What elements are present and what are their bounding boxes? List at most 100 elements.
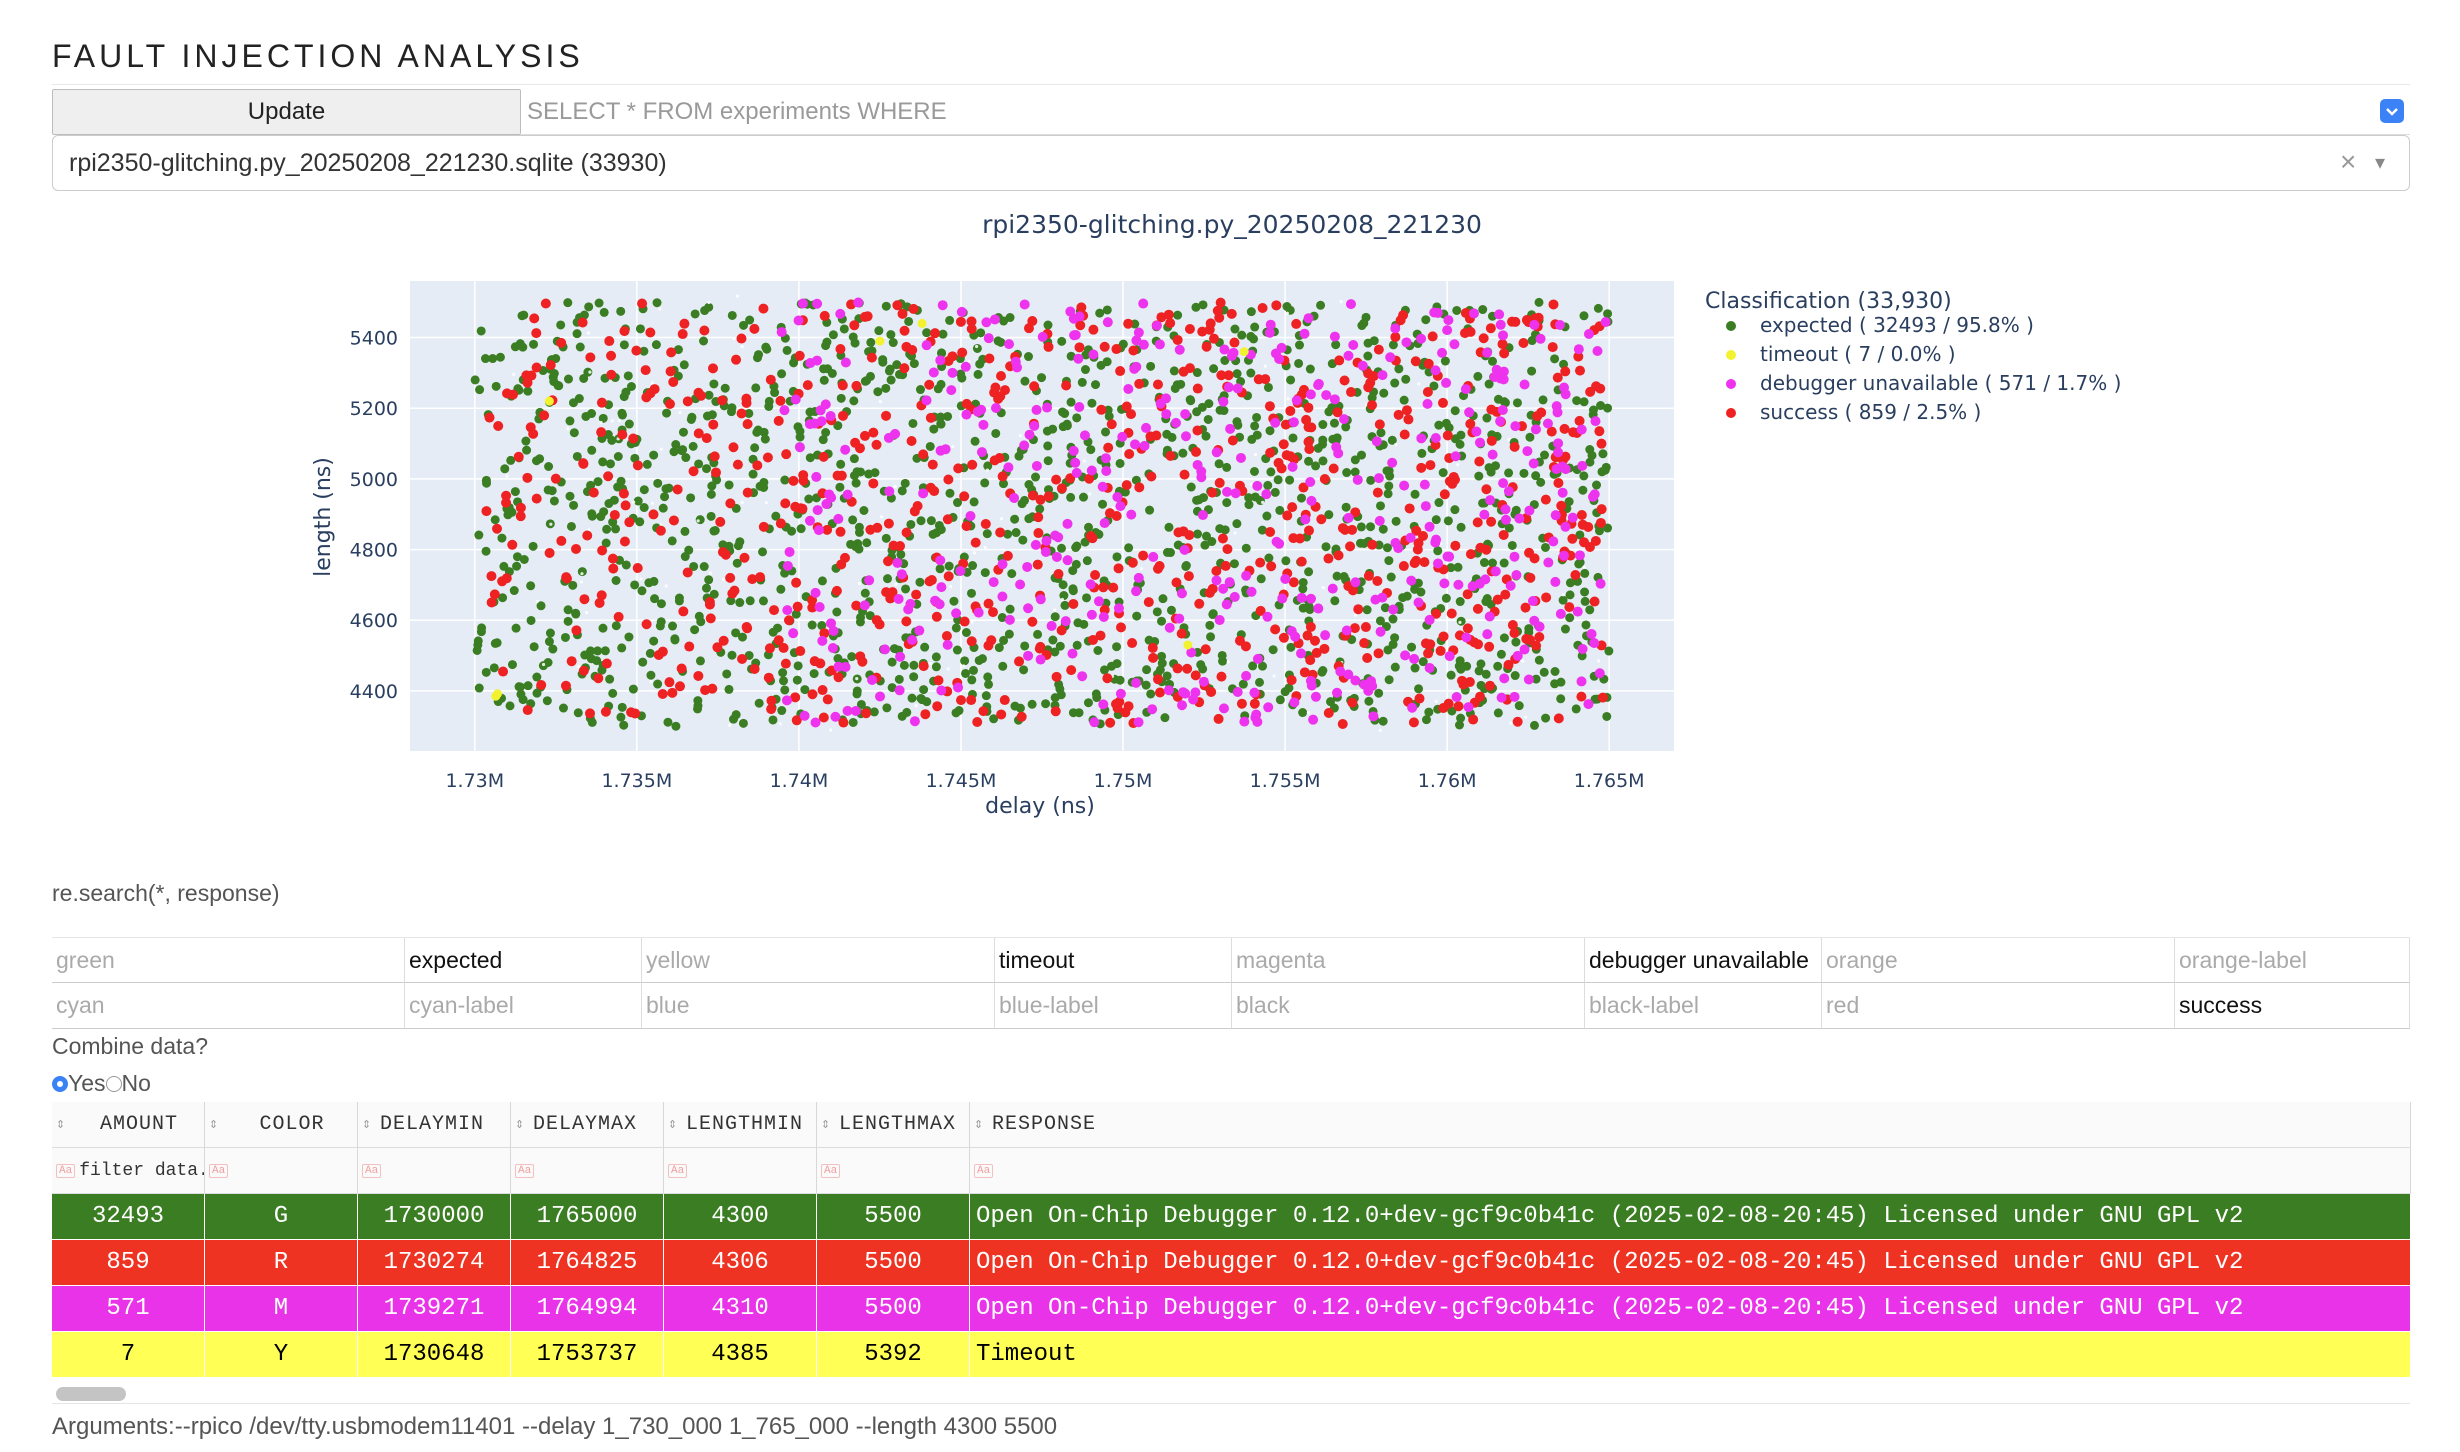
table-cell[interactable]: 1739271 xyxy=(358,1286,511,1332)
case-toggle-icon[interactable]: Aa xyxy=(821,1163,841,1178)
color-label-input[interactable]: timeout xyxy=(995,937,1232,983)
column-header-lengthmax[interactable]: ⇕ LENGTHMAX xyxy=(817,1102,970,1148)
color-label-input[interactable]: debugger unavailable xyxy=(1585,937,1822,983)
point-expected xyxy=(1304,456,1314,466)
color-input[interactable]: black xyxy=(1232,983,1585,1029)
table-cell[interactable]: 1753737 xyxy=(511,1332,664,1378)
point-debugger-unavailable xyxy=(1439,578,1450,589)
horizontal-scrollbar[interactable] xyxy=(52,1382,2410,1404)
case-toggle-icon[interactable]: Aa xyxy=(974,1163,994,1178)
table-cell[interactable]: 5500 xyxy=(817,1194,970,1240)
table-cell[interactable]: Open On-Chip Debugger 0.12.0+dev-gcf9c0b… xyxy=(970,1194,2411,1240)
case-toggle-icon[interactable]: Aa xyxy=(56,1163,76,1178)
point-success xyxy=(930,328,941,339)
case-toggle-icon[interactable]: Aa xyxy=(515,1163,535,1178)
color-input[interactable]: cyan xyxy=(52,983,405,1029)
scrollbar-thumb[interactable] xyxy=(56,1387,126,1401)
column-header-delaymin[interactable]: ⇕ DELAYMIN xyxy=(358,1102,511,1148)
legend-marker[interactable] xyxy=(1726,350,1736,360)
radio-no-label[interactable]: No xyxy=(121,1070,151,1096)
column-header-color[interactable]: ⇕ COLOR xyxy=(205,1102,358,1148)
legend-marker[interactable] xyxy=(1726,321,1736,331)
radio-yes[interactable] xyxy=(52,1075,68,1092)
case-toggle-icon[interactable]: Aa xyxy=(362,1163,382,1178)
color-input[interactable]: black-label xyxy=(1585,983,1822,1029)
column-header-delaymax[interactable]: ⇕ DELAYMAX xyxy=(511,1102,664,1148)
column-header-amount[interactable]: ⇕ AMOUNT xyxy=(52,1102,205,1148)
point-expected xyxy=(792,675,802,685)
point-debugger-unavailable xyxy=(1098,611,1109,622)
column-filter-input[interactable]: Aa xyxy=(970,1148,2411,1194)
color-input[interactable]: orange xyxy=(1822,937,2175,983)
legend-entry[interactable]: success ( 859 / 2.5% ) xyxy=(1760,400,1981,424)
update-button[interactable]: Update xyxy=(52,89,521,135)
table-cell[interactable]: 5500 xyxy=(817,1240,970,1286)
chevron-down-icon[interactable]: ▾ xyxy=(2375,152,2386,174)
table-cell[interactable]: 1730274 xyxy=(358,1240,511,1286)
table-cell[interactable]: 5392 xyxy=(817,1332,970,1378)
sort-icon[interactable]: ⇕ xyxy=(515,1115,526,1133)
point-success xyxy=(1229,337,1240,348)
scatter-plot[interactable]: rpi2350-glitching.py_20250208_221230 1.7… xyxy=(0,195,2460,855)
table-cell[interactable]: 4385 xyxy=(664,1332,817,1378)
sort-icon[interactable]: ⇕ xyxy=(56,1115,67,1133)
legend-marker[interactable] xyxy=(1726,379,1736,389)
legend-marker[interactable] xyxy=(1726,408,1736,418)
table-cell[interactable]: 1764994 xyxy=(511,1286,664,1332)
clear-icon[interactable]: × xyxy=(2340,146,2357,177)
table-cell[interactable]: 32493 xyxy=(52,1194,205,1240)
case-toggle-icon[interactable]: Aa xyxy=(668,1163,688,1178)
table-cell[interactable]: 859 xyxy=(52,1240,205,1286)
table-cell[interactable]: G xyxy=(205,1194,358,1240)
sort-icon[interactable]: ⇕ xyxy=(821,1115,832,1133)
sort-icon[interactable]: ⇕ xyxy=(209,1115,220,1133)
color-input[interactable]: green xyxy=(52,937,405,983)
column-header-lengthmin[interactable]: ⇕ LENGTHMIN xyxy=(664,1102,817,1148)
radio-yes-label[interactable]: Yes xyxy=(68,1070,106,1096)
color-input[interactable]: orange-label xyxy=(2175,937,2410,983)
legend[interactable]: Classification (33,930)expected ( 32493 … xyxy=(1705,289,2121,424)
sort-icon[interactable]: ⇕ xyxy=(362,1115,373,1133)
color-input[interactable]: yellow xyxy=(642,937,995,983)
column-filter-input[interactable]: Aa xyxy=(511,1148,664,1194)
table-cell[interactable]: 5500 xyxy=(817,1286,970,1332)
color-input[interactable]: blue xyxy=(642,983,995,1029)
table-cell[interactable]: 4306 xyxy=(664,1240,817,1286)
table-cell[interactable]: 4310 xyxy=(664,1286,817,1332)
table-cell[interactable]: 7 xyxy=(52,1332,205,1378)
legend-entry[interactable]: debugger unavailable ( 571 / 1.7% ) xyxy=(1760,371,2121,395)
table-cell[interactable]: 1730000 xyxy=(358,1194,511,1240)
legend-entry[interactable]: timeout ( 7 / 0.0% ) xyxy=(1760,342,1956,366)
column-header-response[interactable]: ⇕ RESPONSE xyxy=(970,1102,2411,1148)
sort-icon[interactable]: ⇕ xyxy=(668,1115,679,1133)
table-cell[interactable]: Y xyxy=(205,1332,358,1378)
table-cell[interactable]: 1765000 xyxy=(511,1194,664,1240)
table-cell[interactable]: M xyxy=(205,1286,358,1332)
table-cell[interactable]: Open On-Chip Debugger 0.12.0+dev-gcf9c0b… xyxy=(970,1286,2411,1332)
color-input[interactable]: red xyxy=(1822,983,2175,1029)
table-cell[interactable]: 4300 xyxy=(664,1194,817,1240)
chevron-down-icon[interactable] xyxy=(2380,99,2404,123)
column-filter-input[interactable]: Aa xyxy=(817,1148,970,1194)
radio-no[interactable] xyxy=(105,1075,122,1092)
table-cell[interactable]: 571 xyxy=(52,1286,205,1332)
color-label-input[interactable]: expected xyxy=(405,937,642,983)
table-cell[interactable]: 1730648 xyxy=(358,1332,511,1378)
sort-icon[interactable]: ⇕ xyxy=(974,1115,985,1133)
color-input[interactable]: blue-label xyxy=(995,983,1232,1029)
column-filter-input[interactable]: Aa xyxy=(358,1148,511,1194)
color-label-input[interactable]: success xyxy=(2175,983,2410,1029)
table-cell[interactable]: Open On-Chip Debugger 0.12.0+dev-gcf9c0b… xyxy=(970,1240,2411,1286)
column-filter-input[interactable]: Aa xyxy=(205,1148,358,1194)
database-select[interactable]: rpi2350-glitching.py_20250208_221230.sql… xyxy=(52,135,2410,191)
query-input[interactable]: SELECT * FROM experiments WHERE xyxy=(521,89,2410,135)
table-cell[interactable]: Timeout xyxy=(970,1332,2411,1378)
color-input[interactable]: cyan-label xyxy=(405,983,642,1029)
column-filter-input[interactable]: Aa xyxy=(664,1148,817,1194)
color-input[interactable]: magenta xyxy=(1232,937,1585,983)
case-toggle-icon[interactable]: Aa xyxy=(209,1163,229,1178)
table-cell[interactable]: 1764825 xyxy=(511,1240,664,1286)
table-cell[interactable]: R xyxy=(205,1240,358,1286)
legend-entry[interactable]: expected ( 32493 / 95.8% ) xyxy=(1760,313,2034,337)
